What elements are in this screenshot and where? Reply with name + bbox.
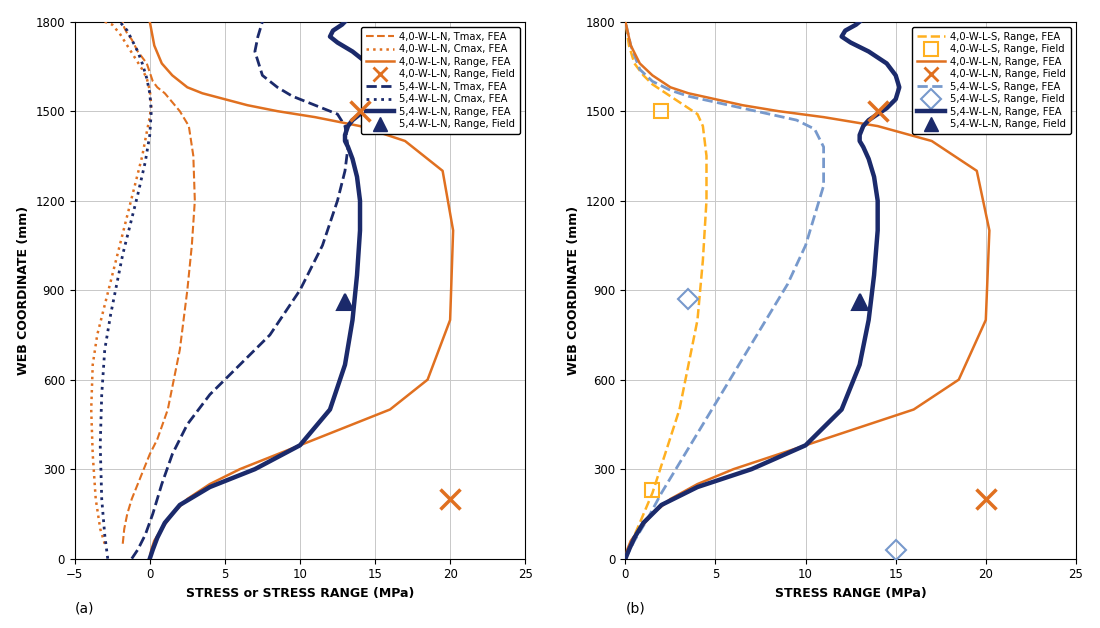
Legend: 4,0-W-L-S, Range, FEA, 4,0-W-L-S, Range, Field, 4,0-W-L-N, Range, FEA, 4,0-W-L-N: 4,0-W-L-S, Range, FEA, 4,0-W-L-S, Range,… <box>912 26 1071 134</box>
Text: (b): (b) <box>626 602 645 615</box>
Text: (a): (a) <box>75 602 95 615</box>
Legend: 4,0-W-L-N, Tmax, FEA, 4,0-W-L-N, Cmax, FEA, 4,0-W-L-N, Range, FEA, 4,0-W-L-N, Ra: 4,0-W-L-N, Tmax, FEA, 4,0-W-L-N, Cmax, F… <box>361 26 520 134</box>
X-axis label: STRESS RANGE (MPa): STRESS RANGE (MPa) <box>774 587 926 600</box>
Y-axis label: WEB COORDINATE (mm): WEB COORDINATE (mm) <box>16 205 30 375</box>
X-axis label: STRESS or STRESS RANGE (MPa): STRESS or STRESS RANGE (MPa) <box>186 587 414 600</box>
Y-axis label: WEB COORDINATE (mm): WEB COORDINATE (mm) <box>568 205 581 375</box>
